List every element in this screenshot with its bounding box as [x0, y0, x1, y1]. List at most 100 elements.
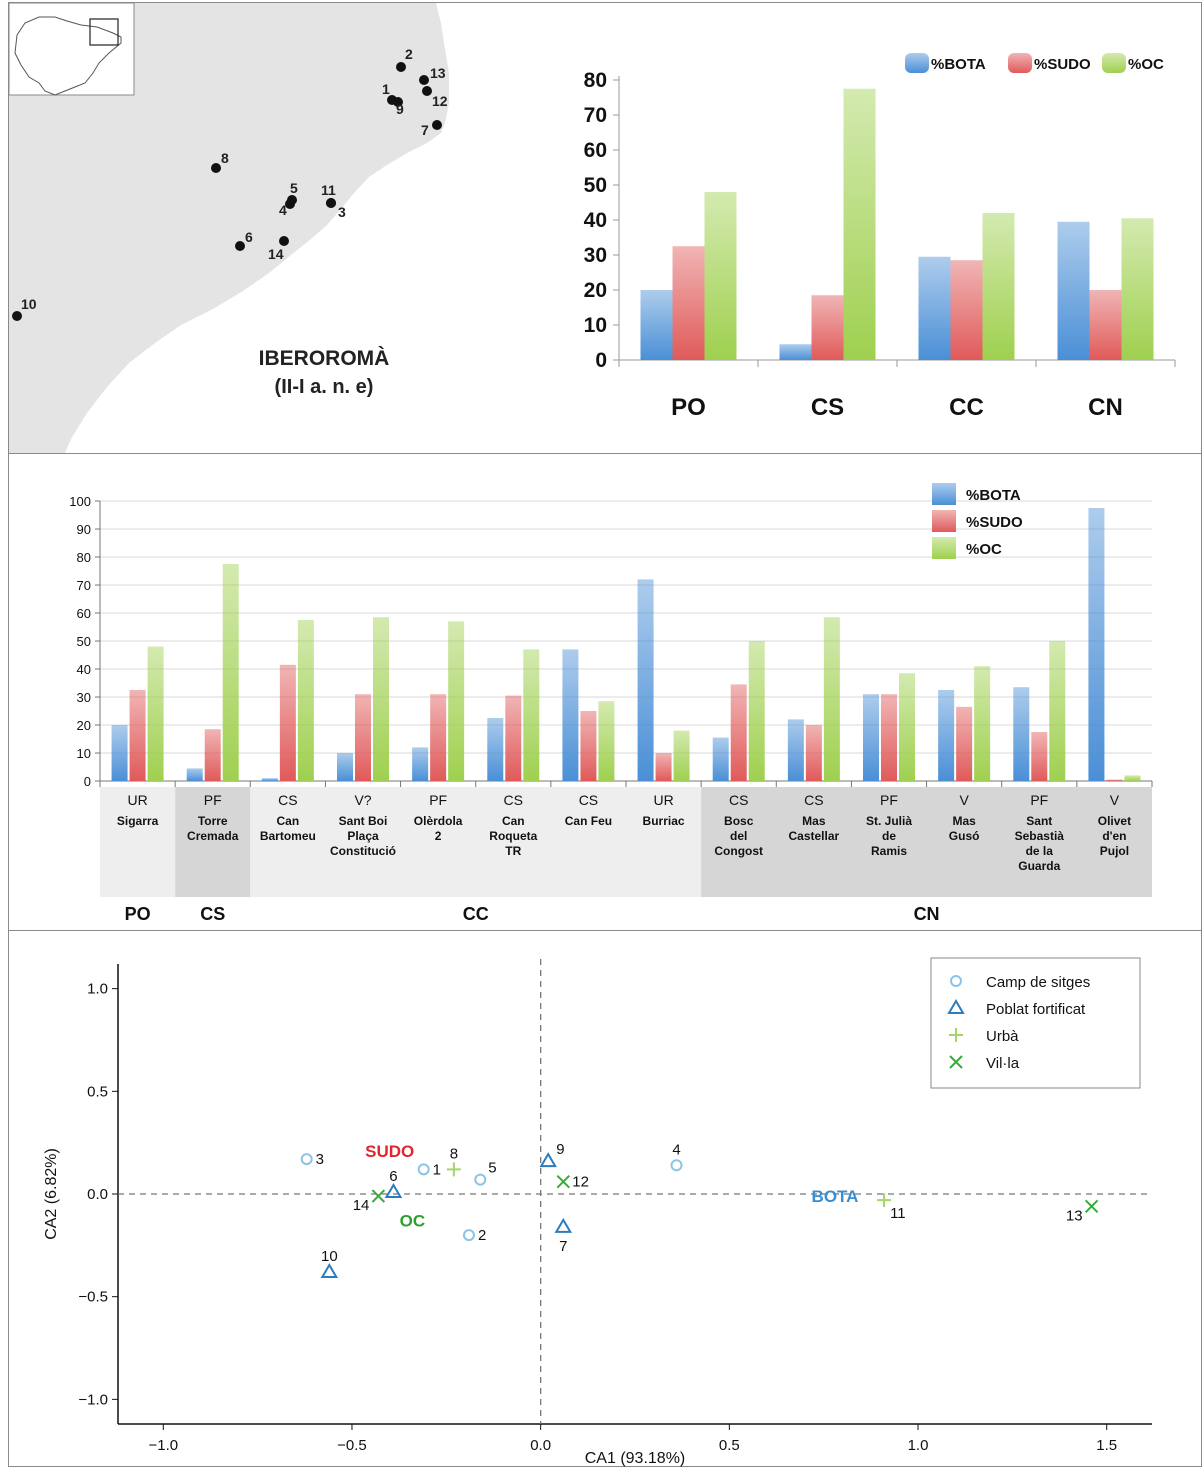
legend-swatch-oc [1102, 53, 1126, 73]
bar-sudo-10 [881, 694, 897, 781]
site-name-label: Can Feu [565, 814, 612, 828]
site-name-label: Roqueta [489, 829, 537, 843]
x-tick-label: 1.0 [908, 1437, 929, 1454]
group-bg-CC [250, 787, 702, 897]
x-axis-title: CA1 (93.18%) [585, 1450, 686, 1467]
y-tick-label: 60 [77, 606, 91, 621]
ca-point-label-3: 3 [316, 1151, 324, 1168]
y-tick-label: 1.0 [87, 981, 108, 998]
site-name-label: Bartomeu [260, 829, 316, 843]
ca-point-3 [300, 1153, 313, 1166]
legend-label-triangle: Poblat fortificat [986, 1001, 1086, 1018]
site-type-label: CS [504, 792, 523, 808]
x-tick-label: −1.0 [148, 1437, 178, 1454]
legend-marker-x [949, 1055, 963, 1069]
ca-point-label-14: 14 [353, 1197, 370, 1214]
group-label-CN: CN [914, 904, 940, 924]
summary-panel: 1 2 3 4 5 6 7 8 9 10 11 12 13 14 IBERO­ROMÀ (II-I a. … [8, 2, 1202, 455]
legend-label-circle: Camp de sitges [986, 974, 1090, 991]
category-label-CC: CC [949, 394, 984, 421]
site-type-label: UR [127, 792, 147, 808]
ca-point-label-12: 12 [572, 1174, 589, 1191]
x-tick-label: 1.5 [1096, 1437, 1117, 1454]
site-label-5: 5 [290, 180, 298, 196]
site-name-label: Burriac [643, 814, 685, 828]
ca-point-10 [320, 1263, 339, 1279]
x-tick-label: 0.0 [530, 1437, 551, 1454]
site-dot-7 [432, 120, 442, 130]
bar-sudo-8 [730, 684, 747, 781]
site-type-label: PF [204, 792, 222, 808]
site-label-1: 1 [382, 81, 390, 97]
bar-sudo-1 [204, 729, 221, 781]
y-tick-label: 100 [69, 494, 91, 509]
site-type-label: V [959, 792, 969, 808]
bar-oc-8 [748, 641, 765, 781]
site-dot-2 [396, 62, 406, 72]
inset-map [8, 2, 135, 96]
site-name-label: Ramis [871, 844, 907, 858]
ca-point-13 [1084, 1199, 1099, 1214]
site-name-label: Olèrdola [414, 814, 463, 828]
site-dot-10 [12, 311, 22, 321]
group-bg-CN [701, 787, 1152, 897]
site-type-label: CS [278, 792, 297, 808]
ca-point-8 [446, 1162, 461, 1177]
site-name-label: del [730, 829, 747, 843]
y-tick-label: 0 [84, 774, 91, 789]
site-name-label: Can [502, 814, 525, 828]
y-tick-label: −0.5 [78, 1289, 108, 1306]
y-tick-label: 0.0 [87, 1186, 108, 1203]
ca-variable-sudo: SUDO [365, 1142, 414, 1161]
detail-panel: 0 10 20 30 40 50 60 70 80 90 100 PO CS CC CN UR Sigarra P… [8, 453, 1202, 931]
site-name-label: St. Julià [866, 814, 912, 828]
site-name-label: Gusó [949, 829, 980, 843]
y-tick-label: 60 [584, 139, 607, 162]
legend-swatch-sudo [932, 510, 956, 532]
bar-sudo-7 [655, 753, 672, 781]
chart-ca: −1.0 −0.5 0.0 0.5 1.0 1.5 −1.0 −0.5 0.0 0.5 1.0 CA1… [43, 957, 1152, 1467]
category-label-CN: CN [1088, 394, 1123, 421]
bar-bota-5 [487, 718, 504, 781]
site-type-label: V? [354, 792, 371, 808]
legend-label-x: Vil·la [986, 1055, 1020, 1072]
group-bg-CS [175, 787, 251, 897]
ca-point-7 [554, 1217, 573, 1233]
site-dot-12 [422, 86, 432, 96]
bar-oc-2 [297, 620, 314, 781]
site-dot-13 [419, 75, 429, 85]
ca-point-label-10: 10 [321, 1248, 338, 1265]
ca-point-2 [462, 1229, 475, 1242]
bar-bota-11 [938, 690, 955, 781]
bar-oc-4 [448, 621, 465, 781]
x-tick-label: −0.5 [337, 1437, 367, 1454]
site-name-label: de [882, 829, 896, 843]
site-label-7: 7 [421, 122, 429, 138]
y-tick-label: 10 [584, 314, 607, 337]
y-tick-label: 10 [77, 746, 91, 761]
coast-land [9, 3, 449, 455]
y-tick-label: 50 [584, 174, 607, 197]
group-label-CS: CS [200, 904, 225, 924]
bar-oc-0 [147, 646, 164, 781]
bar-oc-11 [974, 666, 991, 781]
site-name-label: Torre [198, 814, 228, 828]
y-tick-label: 20 [584, 279, 607, 302]
site-label-14: 14 [268, 246, 284, 262]
site-dot-5 [287, 195, 297, 205]
ca-point-14 [371, 1189, 386, 1203]
ca-svg: −1.0 −0.5 0.0 0.5 1.0 1.5 −1.0 −0.5 0.0 0.5 1.0 CA1… [43, 957, 1152, 1467]
bar-sudo-9 [805, 725, 822, 781]
site-name-label: Cremada [187, 829, 239, 843]
group-label-CC: CC [463, 904, 489, 924]
site-name-label: Mas [952, 814, 976, 828]
site-name-label: TR [505, 844, 521, 858]
y-tick-label: 40 [584, 209, 607, 232]
bar-sudo-2 [279, 664, 296, 781]
y-tick-label: 50 [77, 634, 91, 649]
bar-sudo-5 [505, 695, 522, 781]
bar-bota-PO [640, 290, 673, 360]
bar-oc-10 [899, 673, 915, 781]
site-type-label: CS [804, 792, 823, 808]
